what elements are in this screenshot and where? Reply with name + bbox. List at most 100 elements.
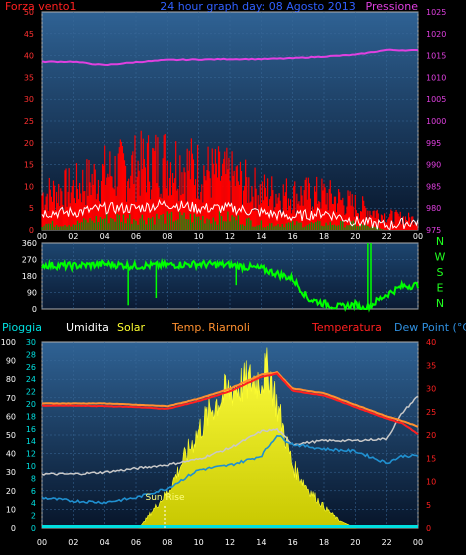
rain-tick-label: 6 [31,487,36,496]
rain-tick-label: 16 [26,425,36,434]
temperature-line [41,372,419,436]
temperature-lines [41,370,419,528]
pressure-tick-label: 1005 [426,95,446,104]
rain-tick-label: 8 [31,474,36,483]
rain-tick-label: 20 [26,400,36,409]
wind-lines [41,48,419,231]
rain-tick-label: 24 [26,375,36,384]
humidity-tick-label: 80 [6,375,16,384]
direction-tick-label: 180 [22,272,37,281]
pressure-tick-label: 995 [426,139,441,148]
direction-axis-ticks: 0 90 180 270 360 [22,239,37,314]
pressure-tick-label: 1025 [426,8,446,17]
temperature-x-tick-label: 18 [319,538,329,547]
direction-line [41,257,419,313]
dew-point-line [41,434,419,505]
wind-x-tick-label: 08 [162,232,172,241]
legend-pioggia: Pioggia [2,321,42,334]
direction-tick-label: 90 [27,289,37,298]
wind-tick-label: 40 [24,52,34,61]
temperature-x-tick-label: 12 [225,538,235,547]
direction-points [41,243,419,313]
pressure-tick-label: 975 [426,226,441,235]
wind-x-tick-label: 02 [68,232,78,241]
wind-tick-label: 15 [24,161,34,170]
temperature-x-tick-label: 06 [131,538,141,547]
temperature-x-tick-label: 22 [382,538,392,547]
humidity-tick-label: 70 [6,394,16,403]
temperature-x-tick-label: 00 [37,538,47,547]
temperature-x-tick-label: 00 [413,538,423,547]
wind-x-tick-label: 14 [256,232,266,241]
rain-tick-label: 18 [26,412,36,421]
humidity-tick-label: 30 [6,468,16,477]
temperature-x-tick-label: 10 [194,538,204,547]
humidity-tick-label: 90 [6,357,16,366]
temperature-tick-label: 0 [426,524,431,533]
rain-tick-label: 22 [26,388,36,397]
temperature-tick-label: 30 [426,385,436,394]
wind-tick-label: 10 [24,182,34,191]
rain-tick-label: 4 [31,499,36,508]
temperature-x-ticks: 00 02 04 06 08 10 12 14 16 18 20 22 00 [37,538,423,547]
temperature-x-tick-label: 16 [288,538,298,547]
wind-x-tick-label: 12 [225,232,235,241]
temperature-x-tick-label: 02 [68,538,78,547]
temperature-x-tick-label: 04 [100,538,110,547]
wind-x-tick-label: 00 [37,232,47,241]
temperature-tick-label: 25 [426,408,436,417]
temperature-tick-label: 40 [426,338,436,347]
pressure-tick-label: 985 [426,182,441,191]
humidity-tick-label: 10 [6,505,16,514]
temperature-tick-label: 20 [426,431,436,440]
temperature-tick-label: 5 [426,501,431,510]
wind-title: Forza vento1 [5,0,77,13]
pressure-axis-ticks: 975 980 985 990 995 1000 1005 1010 1015 1020 1025 [426,8,446,235]
rain-tick-label: 28 [26,350,36,359]
wind-x-tick-label: 10 [194,232,204,241]
compass-label: S [437,266,444,279]
compass-label: W [435,251,446,264]
wind-tick-label: 20 [24,139,34,148]
wind-axis-ticks: 0 5 10 15 20 25 30 35 40 45 50 [24,8,34,235]
wind-x-tick-label: 00 [413,232,423,241]
temperature-axis-ticks: 0 5 10 15 20 25 30 35 40 [426,338,436,533]
wind-x-tick-label: 04 [100,232,110,241]
rain-tick-label: 10 [26,462,36,471]
rain-tick-label: 0 [31,524,36,533]
wind-x-tick-label: 20 [350,232,360,241]
wind-tick-label: 35 [24,73,34,82]
direction-tick-label: 270 [22,256,37,265]
compass-label: N [436,235,444,248]
temperature-tick-label: 15 [426,454,436,463]
pressure-tick-label: 1000 [426,117,446,126]
humidity-tick-label: 50 [6,431,16,440]
direction-tick-label: 360 [22,239,37,248]
legend-temperatura: Temperatura [311,321,382,334]
sunrise-label: Sun Rise [146,493,185,503]
direction-panel-grid [41,243,419,309]
direction-tick-label: 0 [32,305,37,314]
pressure-tick-label: 1015 [426,52,446,61]
temp-riarnoli-line [42,370,419,428]
humidity-tick-label: 40 [6,450,16,459]
legend-umidita: Umidita [66,321,109,334]
temperature-tick-label: 35 [426,361,436,370]
wind-x-tick-label: 22 [382,232,392,241]
humidity-tick-label: 60 [6,412,16,421]
temperature-x-tick-label: 14 [256,538,266,547]
wind-x-tick-label: 18 [319,232,329,241]
wind-tick-label: 0 [29,226,34,235]
wind-tick-label: 45 [24,30,34,39]
temperature-x-tick-label: 20 [350,538,360,547]
legend-solar: Solar [117,321,146,334]
wind-x-tick-label: 06 [131,232,141,241]
pressure-tick-label: 980 [426,204,441,213]
pressure-tick-label: 1020 [426,30,446,39]
pressure-tick-label: 1010 [426,73,446,82]
pressure-tick-label: 990 [426,161,441,170]
